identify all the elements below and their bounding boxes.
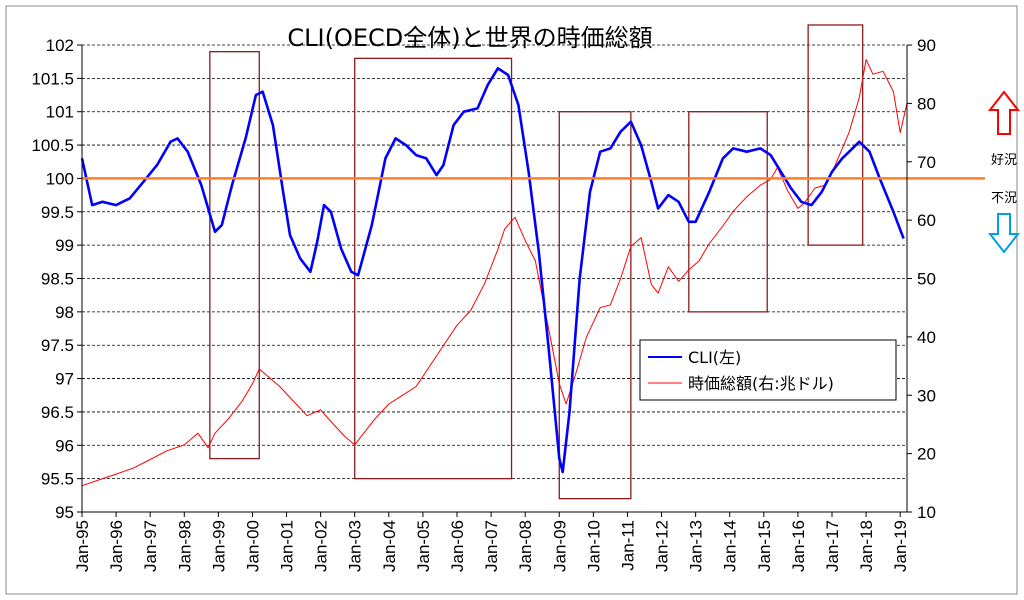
x-tick-label: Jan-02 (312, 520, 331, 572)
highlight-box (558, 111, 632, 500)
x-tick-label: Jan-12 (653, 520, 672, 572)
right-tick-label: 50 (917, 270, 936, 289)
left-tick-label: 100 (46, 169, 74, 188)
cli-line (80, 67, 905, 474)
left-tick-label: 99 (55, 236, 74, 255)
x-tick-label: Jan-09 (550, 520, 569, 572)
x-tick-label: Jan-11 (618, 520, 637, 571)
right-tick-label: 80 (917, 94, 936, 113)
x-tick-label: Jan-07 (482, 520, 501, 572)
right-tick-label: 10 (917, 503, 936, 522)
highlight-box (807, 24, 864, 246)
x-tick-label: Jan-00 (243, 520, 262, 572)
x-tick-label: Jan-03 (346, 520, 365, 572)
left-tick-label: 95.5 (41, 470, 74, 489)
left-tick-label: 95 (55, 503, 74, 522)
legend-market-cap-label: 時価総額(右:兆ドル) (688, 374, 834, 393)
x-tick-label: Jan-95 (73, 520, 92, 572)
left-tick-label: 98 (55, 303, 74, 322)
right-tick-label: 20 (917, 445, 936, 464)
left-tick-label: 97 (55, 370, 74, 389)
legend: CLI(左) 時価総額(右:兆ドル) (639, 339, 897, 401)
right-tick-label: 30 (917, 386, 936, 405)
x-tick-label: Jan-05 (414, 520, 433, 572)
legend-cli-label: CLI(左) (688, 348, 741, 367)
x-tick-label: Jan-13 (687, 520, 706, 572)
left-tick-label: 99.5 (41, 203, 74, 222)
right-axis-ticks: 10 20 30 40 50 60 70 80 90 (907, 36, 936, 522)
legend-box (639, 339, 897, 401)
x-tick-label: Jan-18 (857, 520, 876, 572)
right-tick-label: 90 (917, 36, 936, 55)
left-tick-label: 96.5 (41, 403, 74, 422)
left-tick-label: 96 (55, 436, 74, 455)
x-axis-ticks: Jan-95 Jan-96 Jan-97 Jan-98 Jan-99 Jan-00 Jan-… (73, 512, 910, 572)
right-tick-label: 40 (917, 328, 936, 347)
label-boom: 好況 (991, 153, 1017, 168)
left-axis-ticks: 95 95.5 96 96.5 97 97.5 98 98.5 99 99.5 100 100.5 10… (31, 36, 82, 522)
x-tick-label: Jan-16 (789, 520, 808, 572)
left-tick-label: 97.5 (41, 336, 74, 355)
x-tick-label: Jan-96 (107, 520, 126, 572)
left-tick-label: 98.5 (41, 270, 74, 289)
right-tick-label: 60 (917, 211, 936, 230)
down-arrow-icon (987, 213, 1021, 254)
left-tick-label: 100.5 (31, 136, 74, 155)
left-tick-label: 101.5 (31, 69, 74, 88)
left-tick-label: 102 (46, 36, 74, 55)
highlight-boxes (209, 24, 864, 500)
x-tick-label: Jan-14 (721, 520, 740, 572)
x-tick-label: Jan-98 (175, 520, 194, 572)
x-tick-label: Jan-01 (278, 520, 297, 572)
chart-title: CLI(OECD全体)と世界の時価総額 (287, 24, 652, 52)
x-tick-label: Jan-19 (891, 520, 910, 572)
up-arrow-icon (987, 90, 1021, 135)
x-tick-label: Jan-15 (755, 520, 774, 572)
left-tick-label: 101 (46, 103, 74, 122)
x-tick-label: Jan-17 (823, 520, 842, 572)
x-tick-label: Jan-99 (209, 520, 228, 572)
cli-series-group (80, 67, 905, 474)
right-tick-label: 70 (917, 153, 936, 172)
highlight-box (209, 51, 260, 460)
highlight-box (688, 111, 768, 313)
x-tick-label: Jan-08 (516, 520, 535, 572)
x-tick-label: Jan-04 (380, 520, 399, 572)
x-tick-label: Jan-10 (584, 520, 603, 572)
x-tick-label: Jan-97 (141, 520, 160, 572)
label-recession: 不況 (991, 191, 1017, 206)
x-tick-label: Jan-06 (448, 520, 467, 572)
highlight-box (354, 57, 513, 480)
